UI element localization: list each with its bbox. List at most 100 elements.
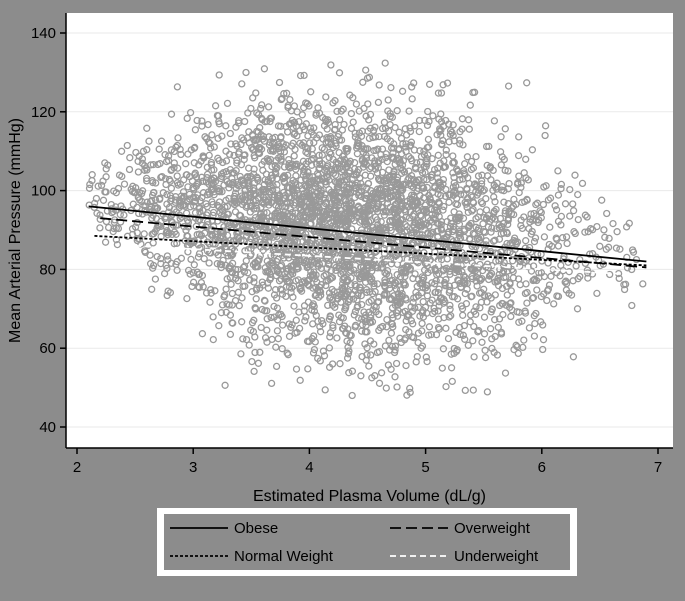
- data-point: [598, 196, 606, 204]
- data-point: [478, 171, 486, 179]
- data-point: [258, 101, 266, 109]
- data-point: [307, 88, 315, 96]
- data-point: [344, 145, 352, 153]
- data-point: [230, 151, 238, 160]
- data-point: [486, 271, 494, 279]
- data-point: [120, 180, 129, 188]
- data-point: [261, 334, 270, 342]
- data-point: [322, 236, 330, 244]
- data-point: [375, 293, 383, 301]
- data-point: [208, 131, 216, 139]
- data-point: [151, 228, 159, 236]
- x-tick-label: 7: [654, 459, 662, 476]
- data-point: [300, 256, 308, 264]
- data-point: [190, 261, 198, 269]
- data-point: [313, 257, 322, 265]
- data-point: [137, 240, 145, 248]
- data-point: [497, 133, 505, 141]
- data-point: [539, 321, 547, 329]
- data-point: [474, 172, 483, 180]
- data-point: [512, 341, 520, 349]
- data-point: [342, 187, 350, 196]
- data-point: [141, 248, 150, 257]
- data-point: [430, 304, 438, 313]
- data-point: [455, 323, 464, 332]
- data-point: [385, 346, 394, 354]
- data-point: [246, 208, 254, 216]
- data-point: [361, 340, 369, 348]
- data-point: [135, 152, 143, 160]
- data-point: [315, 131, 324, 139]
- data-point: [453, 266, 462, 274]
- data-point: [463, 285, 471, 293]
- data-point: [517, 221, 525, 230]
- data-point: [521, 197, 529, 206]
- data-point: [449, 121, 457, 129]
- data-point: [184, 266, 193, 275]
- data-point: [552, 234, 560, 242]
- data-point: [363, 344, 371, 352]
- data-point: [241, 117, 249, 126]
- data-point: [442, 382, 450, 391]
- data-point: [316, 193, 324, 201]
- data-point: [278, 251, 287, 260]
- data-point: [299, 139, 308, 147]
- data-point: [325, 289, 334, 297]
- data-point: [267, 313, 275, 322]
- data-point: [157, 259, 165, 268]
- data-point: [351, 286, 359, 295]
- data-point: [463, 203, 471, 212]
- data-point: [270, 291, 279, 299]
- data-point: [242, 232, 251, 240]
- data-point: [600, 226, 608, 234]
- data-point: [446, 222, 455, 231]
- data-point: [467, 165, 476, 174]
- data-point: [523, 79, 531, 87]
- data-point: [280, 148, 289, 156]
- data-point: [232, 140, 240, 148]
- data-point: [317, 216, 325, 225]
- data-point: [421, 260, 430, 268]
- data-point: [365, 116, 373, 124]
- data-point: [309, 300, 317, 308]
- data-point: [332, 255, 340, 263]
- data-point: [134, 157, 142, 165]
- data-point: [297, 287, 306, 295]
- data-point: [365, 210, 373, 218]
- data-point: [439, 206, 447, 214]
- data-point: [415, 127, 423, 136]
- data-point: [447, 364, 456, 372]
- data-point: [376, 238, 385, 246]
- data-point: [260, 180, 269, 189]
- data-point: [117, 147, 126, 155]
- data-point: [466, 101, 474, 109]
- data-point: [283, 267, 291, 276]
- data-point: [563, 239, 571, 248]
- data-point: [313, 160, 321, 168]
- data-point: [387, 295, 396, 304]
- data-point: [581, 211, 590, 219]
- data-point: [418, 255, 426, 263]
- data-point: [333, 334, 341, 342]
- data-point: [238, 80, 246, 88]
- data-point: [231, 297, 240, 305]
- data-point: [275, 143, 284, 151]
- data-point: [372, 162, 380, 170]
- data-point: [457, 190, 465, 199]
- data-point: [515, 256, 524, 264]
- data-point: [301, 317, 309, 325]
- data-point: [222, 285, 230, 293]
- data-point: [310, 124, 318, 132]
- data-point: [525, 324, 534, 332]
- data-point: [403, 223, 411, 231]
- data-point: [593, 289, 601, 298]
- data-point: [333, 237, 341, 245]
- data-point: [373, 280, 382, 288]
- data-point: [360, 204, 368, 213]
- data-point: [307, 156, 316, 164]
- data-point: [468, 242, 476, 250]
- data-point: [435, 270, 443, 278]
- data-point: [262, 170, 271, 178]
- data-point: [389, 234, 397, 242]
- data-point: [390, 205, 398, 213]
